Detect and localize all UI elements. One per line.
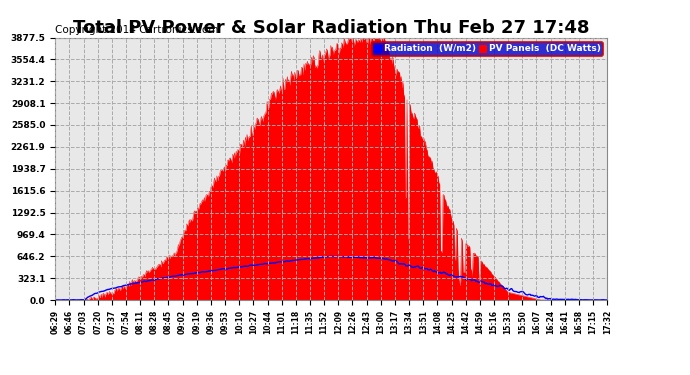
Legend: Radiation  (W/m2), PV Panels  (DC Watts): Radiation (W/m2), PV Panels (DC Watts): [372, 42, 602, 56]
Text: Copyright 2014 Cartronics.com: Copyright 2014 Cartronics.com: [55, 25, 219, 35]
Title: Total PV Power & Solar Radiation Thu Feb 27 17:48: Total PV Power & Solar Radiation Thu Feb…: [73, 20, 589, 38]
